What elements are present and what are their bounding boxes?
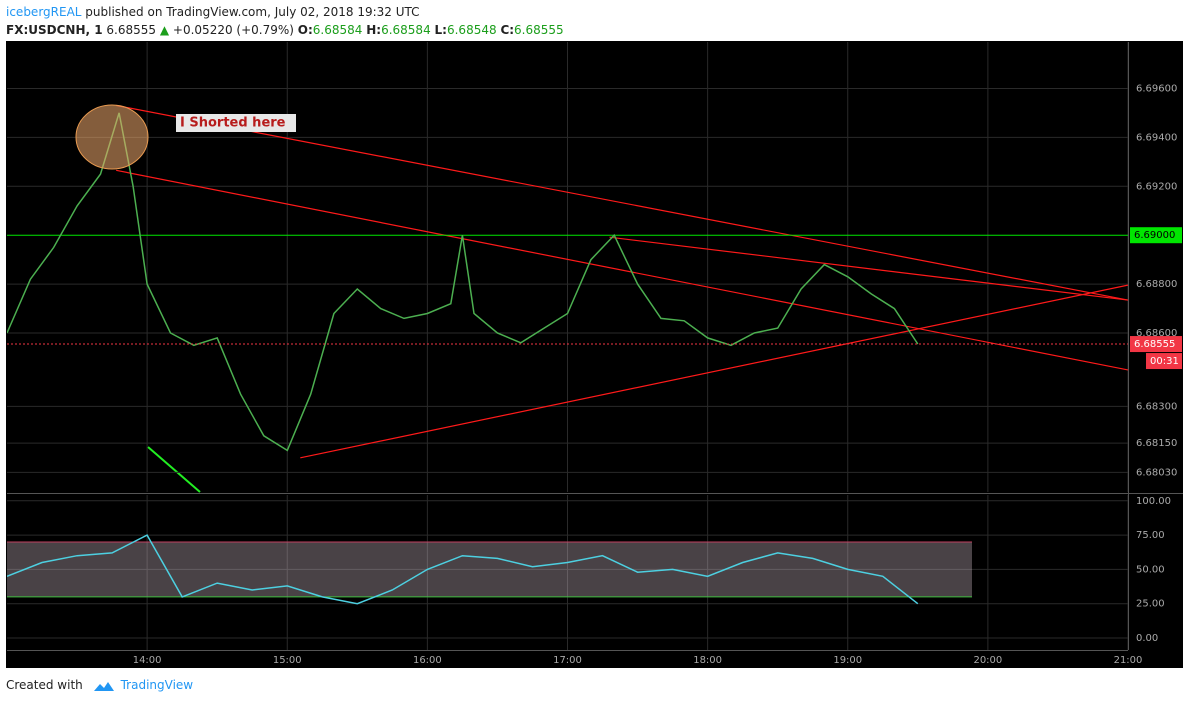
x-tick-label: 18:00 bbox=[693, 655, 722, 666]
y-tick-label: 6.68150 bbox=[1136, 438, 1177, 449]
x-tick-label: 20:00 bbox=[973, 655, 1002, 666]
y-tick-label: 0.00 bbox=[1136, 633, 1158, 644]
pane bbox=[7, 42, 1128, 492]
close: 6.68555 bbox=[514, 23, 564, 37]
last: 6.68555 bbox=[106, 23, 157, 37]
symbol: FX:USDCNH, 1 bbox=[6, 23, 103, 37]
level-label-box bbox=[1130, 227, 1182, 244]
published: published on TradingView.com, July 02, 2… bbox=[85, 5, 420, 19]
y-tick-label: 6.69200 bbox=[1136, 181, 1177, 192]
last-price-label: 6.68555 bbox=[1134, 339, 1175, 350]
level-label: 6.69000 bbox=[1134, 230, 1175, 241]
trend-line bbox=[609, 236, 1128, 301]
x-tick-label: 19:00 bbox=[833, 655, 862, 666]
annotation-box bbox=[176, 114, 296, 132]
symbol-line: FX:USDCNH, 1 6.68555 ▲ +0.05220 (+0.79%)… bbox=[6, 21, 564, 39]
price-line bbox=[7, 112, 919, 452]
o-label: O: bbox=[297, 23, 313, 37]
trend-line bbox=[300, 284, 1128, 459]
logo bbox=[93, 682, 114, 691]
y-tick-label: 50.00 bbox=[1136, 564, 1165, 575]
c-label: C: bbox=[500, 23, 515, 37]
trend-line bbox=[116, 169, 1128, 371]
chart-background bbox=[6, 41, 1183, 668]
author[interactable]: icebergREAL bbox=[6, 5, 82, 19]
low: 6.68548 bbox=[446, 23, 497, 37]
annotation-circle bbox=[75, 104, 149, 170]
y-tick-label: 6.69600 bbox=[1136, 83, 1177, 94]
y-tick-label: 75.00 bbox=[1136, 530, 1165, 541]
header: icebergREAL published on TradingView.com… bbox=[6, 3, 564, 39]
x-tick-label: 14:00 bbox=[133, 655, 162, 666]
x-tick-label: 17:00 bbox=[553, 655, 582, 666]
annotation: I Shorted here bbox=[180, 116, 286, 131]
up-arrow: ▲ bbox=[159, 23, 170, 37]
price-line bbox=[7, 534, 919, 605]
change: +0.05220 (+0.79%) bbox=[172, 23, 294, 37]
y-tick-label: 6.69400 bbox=[1136, 132, 1177, 143]
open: 6.68584 bbox=[312, 23, 363, 37]
chart: 6.68030 6.68150 6.68300 6.68600 6.68800 6.692… bbox=[6, 41, 1183, 668]
x-tick-label: 21:00 bbox=[1114, 655, 1143, 666]
countdown-box bbox=[1146, 353, 1182, 370]
y-tick-label: 25.00 bbox=[1136, 599, 1165, 610]
h-label: H: bbox=[366, 23, 382, 37]
high: 6.68584 bbox=[381, 23, 431, 37]
y-tick-label: 100.00 bbox=[1136, 496, 1171, 507]
footer: Created with TradingView bbox=[6, 678, 193, 692]
last-price-box bbox=[1130, 336, 1182, 353]
l-label: L: bbox=[434, 23, 447, 37]
created-with: Created with bbox=[6, 678, 83, 692]
brand[interactable]: TradingView bbox=[120, 678, 194, 692]
y-tick-label: 6.68800 bbox=[1136, 279, 1177, 290]
x-tick-label: 15:00 bbox=[273, 655, 302, 666]
publish-line: icebergREAL published on TradingView.com… bbox=[6, 3, 564, 21]
pane bbox=[7, 495, 1128, 650]
band bbox=[7, 541, 972, 597]
x-tick-label: 16:00 bbox=[413, 655, 442, 666]
trend-line bbox=[116, 104, 1128, 301]
drawing-line bbox=[147, 446, 201, 493]
y-tick-label: 6.68030 bbox=[1136, 467, 1177, 478]
y-tick-label: 6.68600 bbox=[1136, 328, 1177, 339]
y-tick-label: 6.68300 bbox=[1136, 401, 1177, 412]
countdown: 00:31 bbox=[1150, 356, 1179, 367]
